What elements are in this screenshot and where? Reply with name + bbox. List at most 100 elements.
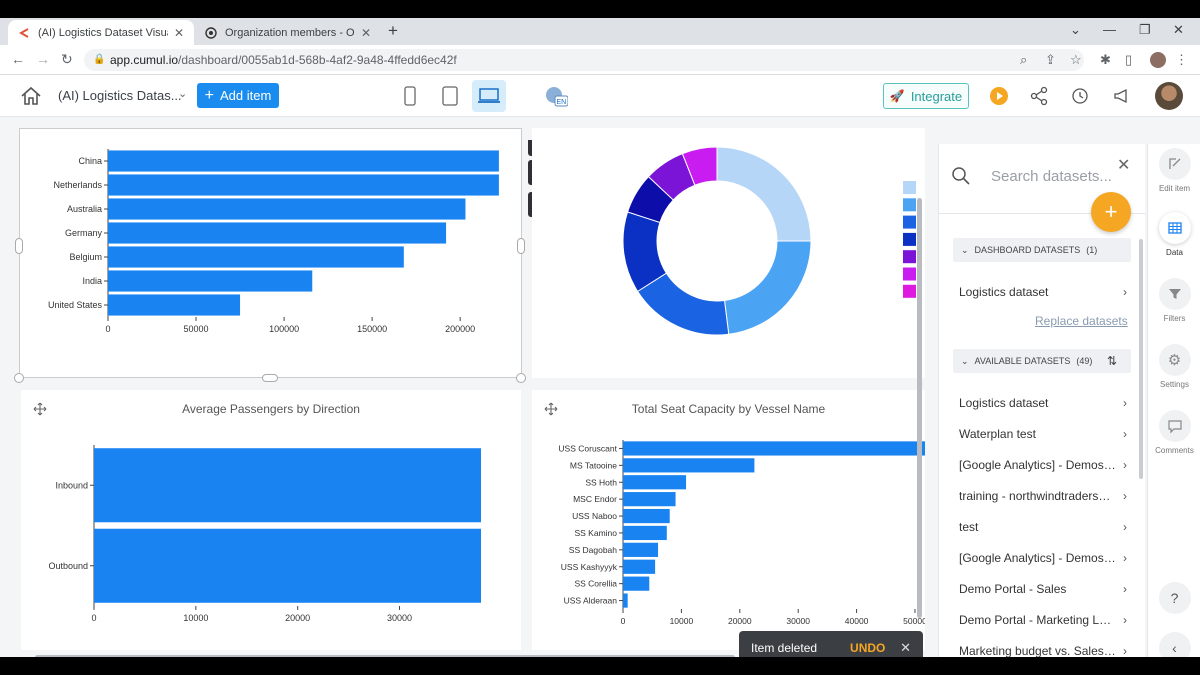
sort-icon[interactable]: ⇅ [1106, 354, 1117, 368]
sidebar-item-settings[interactable]: ⚙ Settings [1148, 344, 1200, 389]
horizontal-scrollbar[interactable] [35, 655, 735, 657]
play-icon[interactable] [990, 87, 1008, 105]
sidebar-item-edit[interactable]: Edit item [1148, 148, 1200, 193]
list-item[interactable]: Logistics dataset › [959, 396, 1127, 410]
dataset-scrollbar[interactable] [1139, 239, 1143, 479]
resize-handle[interactable] [517, 238, 525, 254]
legend-swatch [903, 181, 916, 194]
bar [623, 593, 628, 608]
share-icon[interactable]: ⇪ [1045, 52, 1056, 67]
language-globe-icon[interactable]: EN [544, 85, 569, 107]
sidebar-item-filters[interactable]: Filters [1148, 278, 1200, 323]
home-icon[interactable] [20, 85, 42, 107]
bookmark-star-icon[interactable]: ☆ [1070, 52, 1082, 67]
sidebar-item-comments[interactable]: Comments [1148, 410, 1200, 455]
dataset-search-input[interactable] [991, 168, 1113, 185]
back-icon[interactable]: ← [11, 51, 25, 67]
list-item[interactable]: [Google Analytics] - Demoset... › [959, 458, 1127, 472]
resize-handle[interactable] [14, 373, 24, 383]
zoom-icon[interactable]: ⌕ [1020, 52, 1028, 67]
browser-tab-active[interactable]: (AI) Logistics Dataset Visualizatio ✕ [8, 20, 194, 45]
filter-icon [1168, 289, 1181, 299]
close-icon[interactable]: ✕ [1117, 157, 1131, 174]
integrate-button[interactable]: 🚀 Integrate [883, 83, 969, 109]
category-label: Germany [65, 228, 103, 238]
extensions-icon[interactable]: ✱ [1100, 52, 1111, 67]
list-item[interactable]: Demo Portal - Marketing Lea... › [959, 613, 1127, 627]
dashboard-title[interactable]: (AI) Logistics Datas... [58, 88, 182, 103]
mobile-view-icon[interactable] [393, 80, 427, 112]
divider [939, 213, 1145, 214]
reload-icon[interactable]: ↻ [61, 51, 73, 67]
close-icon[interactable]: ✕ [360, 25, 371, 40]
x-tick-label: 0 [105, 324, 110, 334]
chart-panel-passengers[interactable]: Average Passengers by Direction Inbound O… [21, 390, 521, 650]
list-item[interactable]: Demo Portal - Sales › [959, 582, 1127, 596]
chart-panel-donut[interactable] [532, 128, 925, 378]
window-close-icon[interactable]: ✕ [1173, 22, 1184, 37]
chart-panel-countries[interactable]: China Netherlands Australia Germany Belgium I… [19, 128, 522, 378]
dataset-panel: ✕ + ⌄ DASHBOARD DATASETS (1) Logistics d… [938, 144, 1145, 657]
passengers-bar-chart: Inbound Outbound 0 10000 20000 30000 [48, 445, 481, 623]
gear-icon: ⚙ [1167, 352, 1182, 369]
tab-title: Organization members - OpenAI [225, 26, 355, 39]
list-item[interactable]: test › [959, 520, 1127, 534]
bar [623, 542, 659, 557]
list-item[interactable]: Waterplan test › [959, 427, 1127, 441]
category-label: USS Kashyyyk [561, 562, 618, 572]
minimize-icon[interactable]: — [1103, 22, 1116, 37]
list-item[interactable]: training - northwindtraders_c... › [959, 489, 1127, 503]
sidebar-label: Settings [1160, 380, 1189, 389]
close-icon[interactable]: ✕ [900, 639, 911, 655]
legend-swatch [903, 284, 916, 298]
add-dataset-button[interactable]: + [1091, 192, 1131, 232]
resize-handle[interactable] [516, 373, 526, 383]
dataset-name: Demo Portal - Marketing Lea... [959, 613, 1117, 627]
dataset-name: Logistics dataset [959, 396, 1049, 410]
replace-datasets-link[interactable]: Replace datasets [1035, 314, 1128, 328]
user-avatar[interactable] [1155, 82, 1183, 110]
restore-icon[interactable]: ❐ [1139, 22, 1151, 37]
list-item[interactable]: [Google Analytics] - Demoset... › [959, 551, 1127, 565]
share-icon[interactable] [1029, 86, 1049, 106]
browser-tab[interactable]: Organization members - OpenAI ✕ [195, 20, 381, 45]
browser-profile-avatar[interactable] [1150, 52, 1166, 68]
collapse-sidebar-button[interactable]: ‹ [1148, 632, 1200, 657]
dashboard-datasets-section[interactable]: ⌄ DASHBOARD DATASETS (1) [953, 238, 1131, 262]
chart-title: Total Seat Capacity by Vessel Name [631, 402, 826, 416]
move-icon[interactable] [33, 402, 47, 416]
sidebar-item-data[interactable]: Data [1148, 212, 1200, 257]
list-item[interactable]: Logistics dataset › [959, 285, 1127, 299]
bar [623, 559, 656, 574]
chevron-down-icon[interactable]: ⌄ [178, 88, 188, 100]
forward-icon[interactable]: → [36, 51, 50, 67]
undo-button[interactable]: UNDO [850, 640, 886, 655]
desktop-view-icon[interactable] [472, 80, 506, 112]
help-button[interactable]: ? [1148, 582, 1200, 618]
sidepanel-icon[interactable]: ▯ [1125, 52, 1133, 67]
available-datasets-section[interactable]: ⌄ AVAILABLE DATASETS (49) ⇅ [953, 349, 1131, 373]
bar [108, 246, 404, 268]
screen: (AI) Logistics Dataset Visualizatio ✕ Or… [0, 18, 1200, 657]
history-icon[interactable] [1070, 86, 1090, 106]
tablet-view-icon[interactable] [433, 80, 467, 112]
url-bar[interactable]: 🔒 app.cumul.io/dashboard/0055ab1d-568b-4… [84, 49, 1084, 71]
right-sidebar: Edit item Data Filters ⚙ Settings Commen… [1147, 144, 1200, 657]
tab-search-icon[interactable]: ⌄ [1070, 22, 1081, 37]
resize-handle[interactable] [262, 374, 278, 382]
chevron-right-icon: › [1123, 396, 1127, 410]
announcement-icon[interactable] [1112, 86, 1132, 106]
new-tab-icon[interactable]: + [388, 21, 398, 40]
vertical-scrollbar[interactable] [917, 198, 922, 618]
close-icon[interactable]: ✕ [173, 25, 184, 40]
move-icon[interactable] [544, 402, 558, 416]
chart-panel-vessels[interactable]: Total Seat Capacity by Vessel Name USS C… [532, 390, 925, 650]
sidebar-label: Comments [1155, 446, 1194, 455]
category-label: United States [48, 300, 103, 310]
resize-handle[interactable] [15, 238, 23, 254]
add-item-button[interactable]: + Add item [197, 83, 279, 108]
x-tick-label: 200000 [445, 324, 475, 334]
list-item[interactable]: Marketing budget vs. Sales o... › [959, 644, 1127, 657]
bar [94, 448, 481, 523]
menu-kebab-icon[interactable]: ⋮ [1175, 52, 1188, 67]
